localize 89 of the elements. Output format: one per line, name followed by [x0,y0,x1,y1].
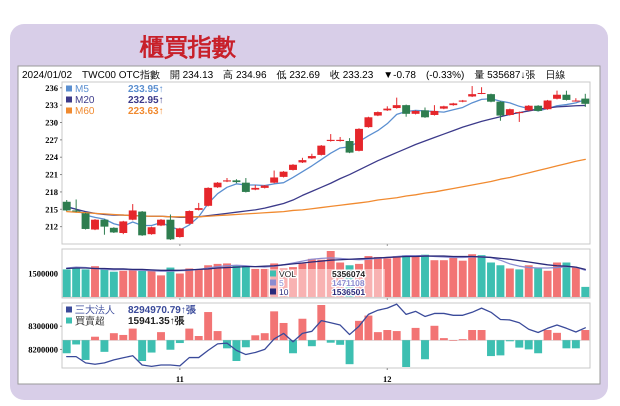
y-tick-label: 215 [45,204,58,214]
candlestick [468,86,476,98]
legend-label: 10 [279,287,289,297]
bar [572,268,580,297]
chart-subtitle: 2024/01/02 TWC00 OTC指數 開 234.13 高 234.96 低 232.69 收 233.23 ▼-0.78 (-0.33%) 量 535687↓張 日線 [22,69,566,81]
bar [185,328,194,340]
candlestick [176,227,184,238]
legend-label: M5 [75,84,90,95]
candlestick [128,204,137,221]
bar [308,340,316,346]
candlestick [402,104,410,118]
bar [138,270,146,297]
annotation: 223.63↑ [128,106,164,117]
annotation: 5356074 [332,269,366,279]
y-tick-label: 227 [45,134,59,145]
bar [562,262,570,297]
candlestick [242,178,250,194]
y-tick-label: 8300000 [28,321,58,332]
candlestick [91,218,99,231]
candlestick [270,170,278,184]
legend-label: VOL [279,269,296,279]
bar [412,328,420,340]
y-tick-label: 212 [45,222,58,232]
bar [506,268,514,297]
bar [128,269,137,297]
bar [289,340,297,354]
candlestick [204,186,212,207]
y-tick-label: 218 [45,186,58,197]
bar [534,268,542,297]
candlestick [317,144,326,156]
candlestick [346,138,354,154]
bar [402,340,410,367]
bar [515,269,524,297]
bar [251,268,260,297]
y-tick-label: 230 [45,118,58,128]
candlestick [364,116,372,128]
y-tick-label: 236 [45,82,58,93]
x-tick-label: 11 [176,374,184,384]
line-series [66,304,586,368]
candlestick [166,214,174,240]
bar [166,268,174,297]
candlestick [496,100,504,122]
bar [157,332,165,340]
annotation: 1536501 [332,287,366,297]
y-tick-label: 224 [45,152,59,162]
annotation: 233.95↑ [128,84,164,95]
candlestick [119,220,128,235]
legend-label: M60 [75,106,95,117]
bar [128,328,137,340]
bar [581,330,590,340]
annotation: 15941.35↑張 [128,315,186,327]
bar [119,270,128,297]
bar [524,265,533,297]
candlestick [392,97,401,110]
x-tick-label: 12 [383,374,392,384]
candlestick [100,218,108,236]
bar [100,340,108,352]
legend-label: 買賣超 [75,315,105,327]
bar [317,305,326,340]
chart-title: 櫃買指數 [139,34,237,61]
candlestick [185,210,194,225]
bar [412,255,420,297]
candlestick [72,198,80,213]
bar [91,336,99,340]
bar [421,340,429,360]
candlestick [355,128,363,152]
candlestick [544,99,552,110]
y-tick-label: 233 [45,100,58,110]
candlestick [421,106,429,118]
bar [392,256,401,297]
candlestick [581,93,590,108]
y-tick-label: 8200000 [28,344,58,354]
candlestick [82,212,90,230]
legend-label: 5 [279,278,284,288]
annotation: 232.95↑ [128,95,164,106]
bar [581,286,590,297]
bar [392,331,401,340]
bar [421,254,429,297]
bar [91,266,99,297]
legend-label: 三大法人 [75,304,115,316]
bar [298,318,306,340]
candlestick [562,90,570,102]
candlestick [430,104,438,116]
text: 1500000 [28,268,58,278]
y-tick-label: 221 [45,170,58,180]
annotation: 8294970.79↑張 [128,304,197,316]
candlestick [138,210,146,236]
legend-label: M20 [75,95,95,106]
bar [402,255,410,297]
